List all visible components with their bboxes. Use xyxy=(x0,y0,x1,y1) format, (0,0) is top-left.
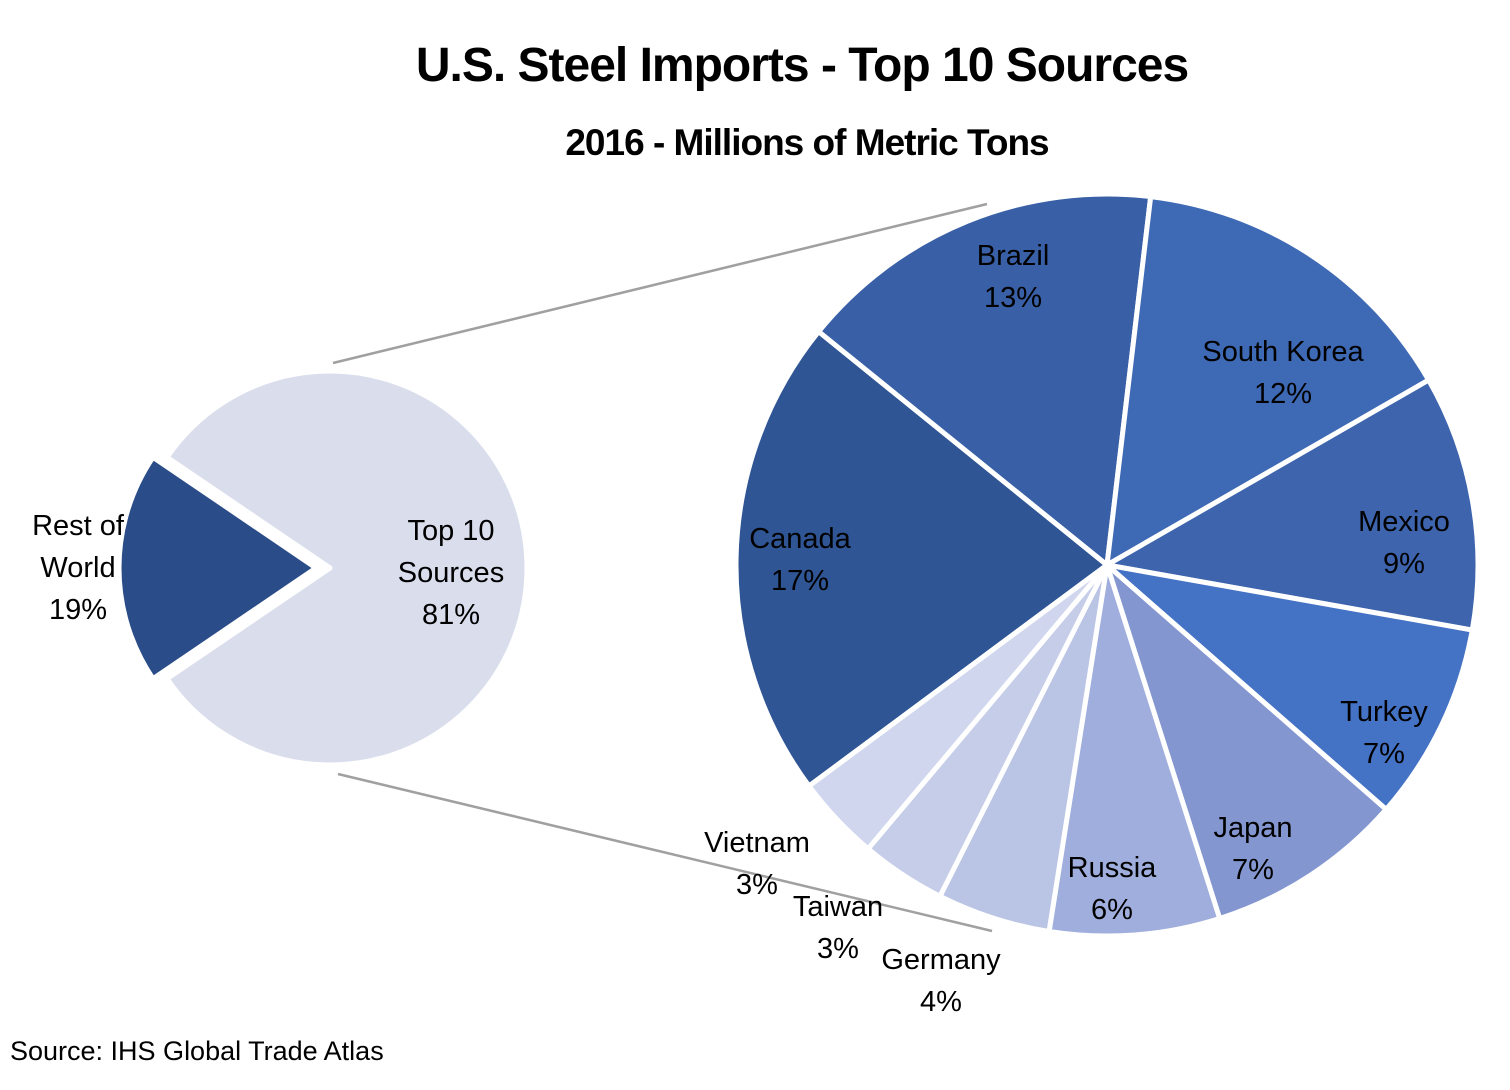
slice-label-turkey: Turkey 7% xyxy=(1340,691,1428,775)
pie-slice-south-korea xyxy=(1104,194,1432,568)
slice-label-text: Germany xyxy=(881,943,1001,976)
slice-label-text2: Sources xyxy=(397,556,505,589)
slice-label-pct: 7% xyxy=(1363,738,1405,770)
pie-slice-rest-of xyxy=(116,454,319,682)
slice-label-text: Top 10 xyxy=(407,514,495,547)
slice-label-pct: 19% xyxy=(48,594,108,627)
slice-label-text: Russia xyxy=(1067,851,1157,884)
slice-label-brazil: Brazil 13% xyxy=(977,235,1050,319)
slice-label-south-korea: South Korea 12% xyxy=(1202,331,1363,415)
slice-label-text: Canada xyxy=(749,522,851,555)
slice-label-top-10-sources: Top 10 Sources 81% xyxy=(398,510,504,636)
slice-label-pct: 9% xyxy=(1383,548,1425,580)
source-note: Source: IHS Global Trade Atlas xyxy=(10,1036,384,1066)
slice-label-text: Turkey xyxy=(1340,695,1428,728)
slice-label-text: Rest of xyxy=(32,509,124,542)
slice-label-text: Mexico xyxy=(1358,505,1450,538)
slice-label-text: South Korea xyxy=(1202,335,1364,368)
slice-label-canada: Canada 17% xyxy=(749,518,851,602)
slice-label-taiwan: Taiwan 3% xyxy=(793,886,883,970)
slice-label-pct: 13% xyxy=(983,282,1043,314)
pie-slice-mexico xyxy=(1104,377,1481,633)
slice-label-japan: Japan 7% xyxy=(1213,807,1292,891)
pie-slice-turkey xyxy=(1104,562,1475,812)
slice-label-text: Brazil xyxy=(976,239,1050,272)
chart-subtitle: 2016 - Millions of Metric Tons xyxy=(565,122,1049,163)
slice-label-pct: 81% xyxy=(421,599,481,632)
pie-slice-canada xyxy=(733,329,1110,789)
slice-label-pct: 3% xyxy=(817,933,859,965)
pie-slice-vietnam xyxy=(806,562,1110,852)
slice-label-rest-of-world: Rest of World 19% xyxy=(32,505,124,631)
slice-label-pct: 6% xyxy=(1091,894,1133,926)
slice-label-text2: World xyxy=(40,551,116,584)
slice-label-pct: 4% xyxy=(920,986,962,1018)
slice-label-germany: Germany 4% xyxy=(881,939,1000,1023)
pie-slice-russia xyxy=(1046,562,1223,939)
slice-label-pct: 12% xyxy=(1253,378,1313,410)
slice-label-pct: 17% xyxy=(770,565,830,597)
slice-label-mexico: Mexico 9% xyxy=(1358,501,1450,585)
slice-label-text: Japan xyxy=(1213,811,1293,844)
slice-label-vietnam: Vietnam 3% xyxy=(704,822,810,906)
slice-label-pct: 7% xyxy=(1232,854,1274,886)
connector-line xyxy=(332,202,988,365)
pie-slice-japan xyxy=(1104,562,1389,921)
pie-slice-top-10 xyxy=(164,368,530,768)
slice-label-russia: Russia 6% xyxy=(1068,847,1157,931)
slice-label-text: Vietnam xyxy=(704,826,810,859)
slice-label-text: Taiwan xyxy=(792,890,884,923)
chart-title: U.S. Steel Imports - Top 10 Sources xyxy=(415,39,1189,92)
connector-line xyxy=(337,772,993,933)
pie-slice-brazil xyxy=(816,191,1154,568)
slice-label-pct: 3% xyxy=(736,869,778,901)
